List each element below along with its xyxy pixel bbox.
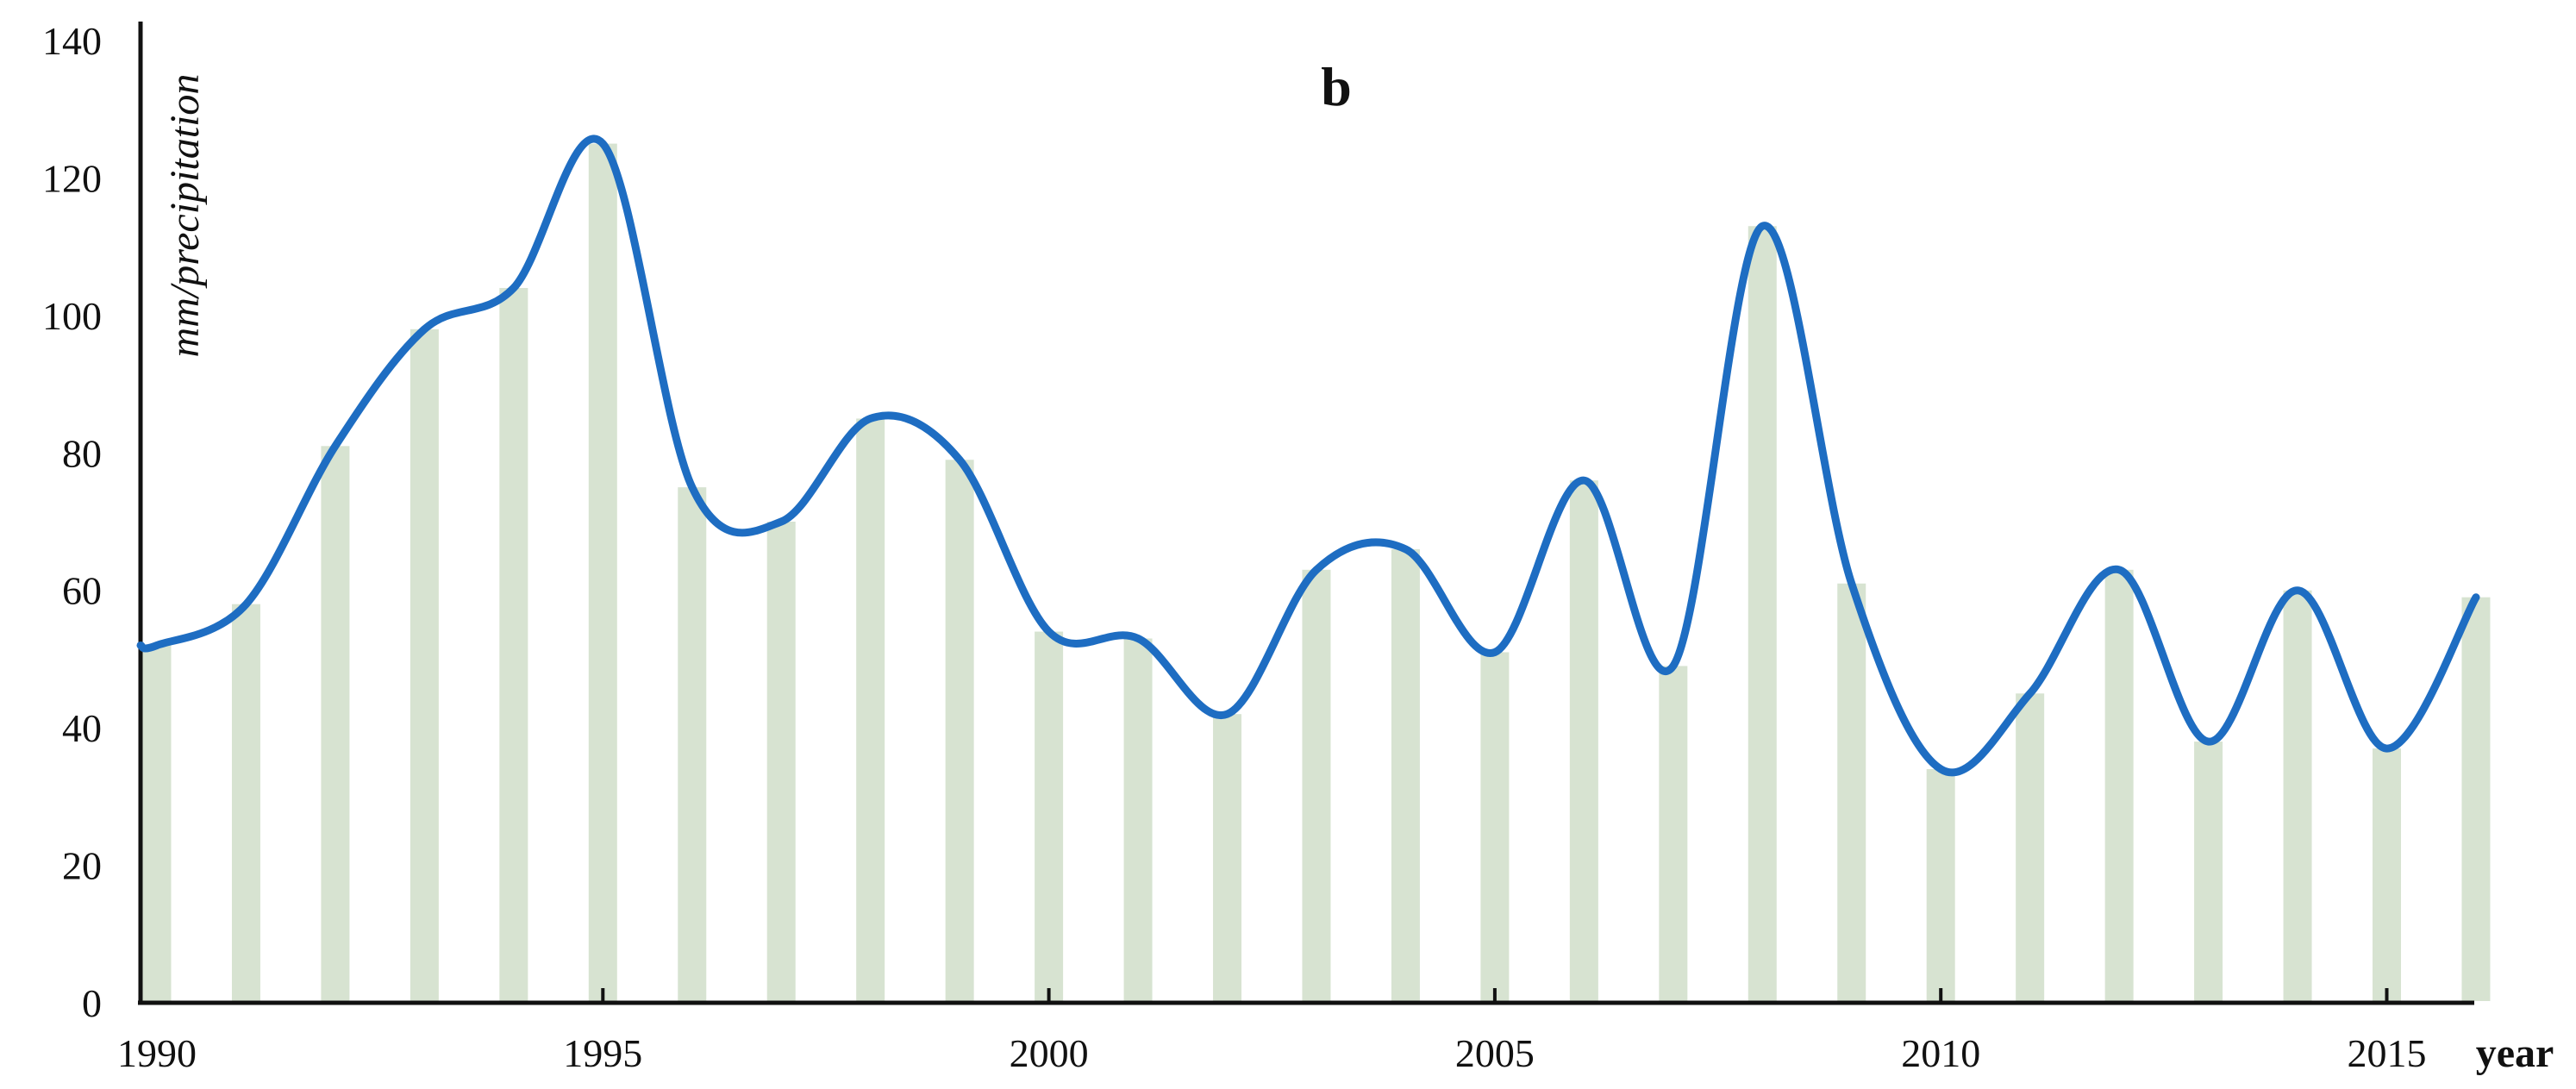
bar-2012 bbox=[2104, 569, 2134, 1001]
bar-1999 bbox=[945, 460, 974, 1001]
x-tick-label-2000: 2000 bbox=[1010, 1031, 1089, 1075]
bar-2009 bbox=[1837, 583, 1866, 1001]
tick-labels-group: 0 20 40 60 80 100 120 140 1990 1995 2000 2005 2010 20… bbox=[42, 19, 2427, 1075]
trend-line bbox=[136, 135, 2480, 777]
bar-2007 bbox=[1659, 666, 1688, 1001]
bar-1990 bbox=[142, 645, 172, 1001]
bar-2014 bbox=[2283, 590, 2312, 1001]
bar-2010 bbox=[1926, 768, 1955, 1001]
bar-2002 bbox=[1213, 714, 1242, 1001]
chart-title: b bbox=[1321, 56, 1352, 117]
bar-1997 bbox=[766, 522, 796, 1001]
bar-2001 bbox=[1123, 638, 1153, 1001]
bar-2003 bbox=[1302, 569, 1331, 1001]
bar-2011 bbox=[2016, 693, 2045, 1001]
bar-2008 bbox=[1748, 226, 1777, 1001]
x-tick-label-2010: 2010 bbox=[1901, 1031, 1980, 1075]
bar-2006 bbox=[1569, 480, 1598, 1001]
bar-1994 bbox=[499, 287, 528, 1001]
bar-1991 bbox=[231, 604, 260, 1001]
bar-1993 bbox=[410, 329, 439, 1001]
bar-1996 bbox=[678, 487, 707, 1001]
bar-2004 bbox=[1391, 548, 1420, 1001]
y-tick-label-120: 120 bbox=[42, 156, 102, 200]
bar-1992 bbox=[321, 446, 350, 1001]
bar-2016 bbox=[2461, 597, 2491, 1001]
y-tick-label-100: 100 bbox=[42, 294, 102, 338]
y-tick-label-0: 0 bbox=[82, 981, 102, 1025]
bar-2015 bbox=[2373, 748, 2401, 1001]
y-tick-label-140: 140 bbox=[42, 19, 102, 63]
bars-group bbox=[142, 143, 2491, 1002]
bar-2000 bbox=[1035, 631, 1064, 1001]
x-axis-title: year bbox=[2476, 1030, 2554, 1076]
y-tick-label-40: 40 bbox=[62, 706, 102, 750]
y-tick-label-60: 60 bbox=[62, 569, 102, 613]
bar-1998 bbox=[856, 418, 885, 1001]
y-tick-label-80: 80 bbox=[62, 431, 102, 475]
y-axis-title: mm/precipitation bbox=[162, 74, 208, 358]
x-tick-label-2015: 2015 bbox=[2348, 1031, 2427, 1075]
y-tick-label-20: 20 bbox=[62, 844, 102, 888]
x-tick-label-2005: 2005 bbox=[1455, 1031, 1535, 1075]
bar-1995 bbox=[588, 143, 617, 1002]
axes-group bbox=[138, 22, 2474, 1005]
bar-2005 bbox=[1480, 652, 1510, 1001]
x-tick-label-1990: 1990 bbox=[117, 1031, 197, 1075]
x-tick-label-1995: 1995 bbox=[563, 1031, 642, 1075]
bar-2013 bbox=[2194, 742, 2223, 1001]
